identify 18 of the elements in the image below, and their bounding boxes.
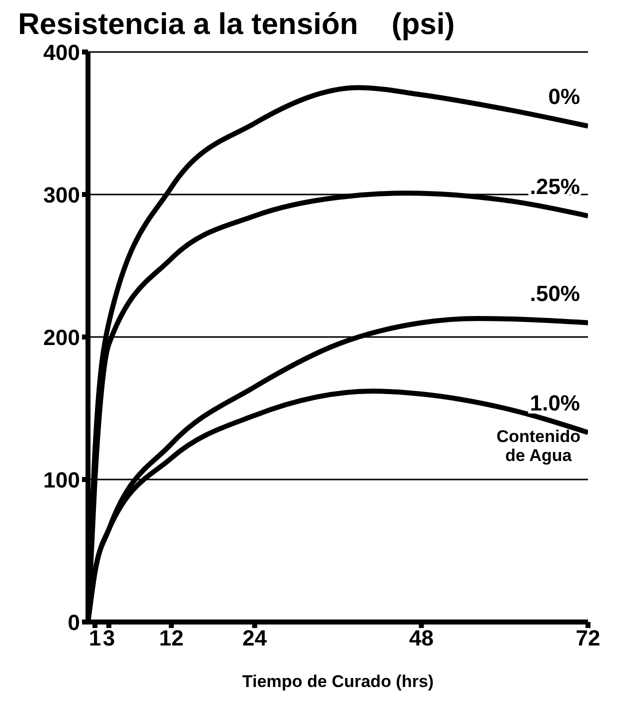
y-tick-label: 100 <box>43 467 80 492</box>
x-tick-label: 12 <box>159 626 184 651</box>
series-label: 0% <box>548 84 580 110</box>
series-label: 1.0% <box>530 390 580 416</box>
x-tick-label: 24 <box>242 626 268 651</box>
x-tick-label: 1 <box>88 626 102 651</box>
y-tick-label: 300 <box>43 182 80 208</box>
x-tick-label: 48 <box>409 626 434 651</box>
legend-title: Contenido de Agua <box>495 427 582 465</box>
y-tick-label: 200 <box>43 324 80 350</box>
series-label: .50% <box>530 280 580 306</box>
x-axis-title: Tiempo de Curado (hrs) <box>242 672 434 691</box>
x-tick-label: 72 <box>576 626 600 651</box>
y-tick-label: 400 <box>43 40 80 65</box>
x-tick-label: 3 <box>102 626 115 651</box>
series-label: .25% <box>530 174 580 199</box>
y-tick-label: 0 <box>68 610 80 635</box>
chart-title: Resistencia a la tensión (psi) <box>18 8 456 42</box>
